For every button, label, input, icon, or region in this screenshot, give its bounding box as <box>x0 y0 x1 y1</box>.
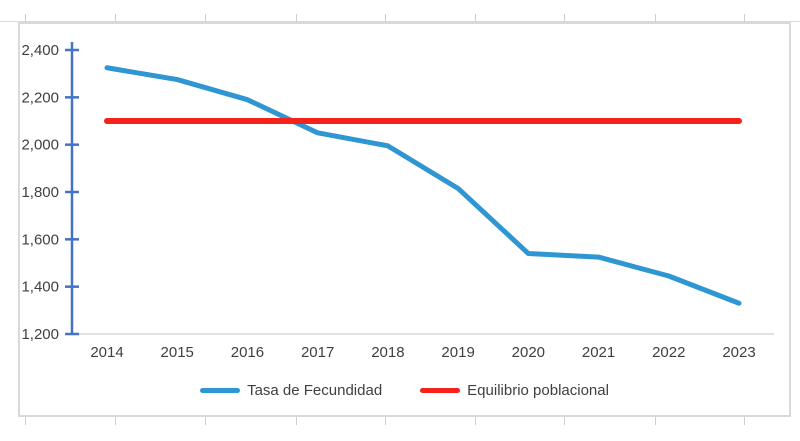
x-axis-label: 2019 <box>441 344 474 361</box>
spreadsheet-column-gridline <box>205 417 206 425</box>
spreadsheet-column-gridline <box>475 14 476 22</box>
x-axis-label: 2020 <box>512 344 545 361</box>
chart-frame[interactable]: 2,400 2,200 2,000 1,800 1,600 1,400 1,200 2014 2… <box>18 22 791 417</box>
spreadsheet-column-gridline <box>115 417 116 425</box>
spreadsheet-column-gridline <box>564 14 565 22</box>
y-axis-label: 1,800 <box>21 184 59 201</box>
spreadsheet-column-gridline <box>744 14 745 22</box>
spreadsheet-column-gridline <box>564 417 565 425</box>
x-axis-label: 2017 <box>301 344 334 361</box>
spreadsheet-column-gridline <box>744 417 745 425</box>
equilibrium-line-swatch-icon <box>420 388 461 393</box>
spreadsheet-column-gridline <box>655 14 656 22</box>
spreadsheet-column-gridline <box>385 14 386 22</box>
y-axis-label: 1,400 <box>21 279 59 296</box>
spreadsheet-column-gridline <box>296 417 297 425</box>
y-axis-label: 1,600 <box>21 231 59 248</box>
x-axis-label: 2021 <box>582 344 615 361</box>
chart-legend: Tasa de Fecundidad Equilibrio poblaciona… <box>20 382 789 399</box>
spreadsheet-column-gridline <box>115 14 116 22</box>
spreadsheet-column-gridline <box>25 14 26 22</box>
fertility-line-swatch-icon <box>200 388 241 393</box>
x-axis-label: 2018 <box>371 344 404 361</box>
legend-item-fecundidad[interactable]: Tasa de Fecundidad <box>200 382 382 399</box>
x-axis-label: 2015 <box>161 344 194 361</box>
y-axis-label: 2,200 <box>21 89 59 106</box>
spreadsheet-column-gridline <box>25 417 26 425</box>
spreadsheet-column-gridline <box>475 417 476 425</box>
spreadsheet-column-gridline <box>385 417 386 425</box>
line-chart-plot: 2,400 2,200 2,000 1,800 1,600 1,400 1,200 2014 2… <box>21 42 774 361</box>
x-axis-label: 2016 <box>231 344 264 361</box>
spreadsheet-column-gridline <box>296 14 297 22</box>
x-axis-label: 2023 <box>722 344 755 361</box>
spreadsheet-column-gridline <box>655 417 656 425</box>
x-axis-label: 2014 <box>90 344 123 361</box>
legend-label-equilibrio: Equilibrio poblacional <box>467 382 609 399</box>
legend-item-equilibrio[interactable]: Equilibrio poblacional <box>420 382 609 399</box>
x-axis-label: 2022 <box>652 344 685 361</box>
legend-label-fecundidad: Tasa de Fecundidad <box>247 382 383 399</box>
y-axis-label: 2,000 <box>21 137 59 154</box>
fertility-rate-series-line[interactable] <box>104 65 742 306</box>
spreadsheet-column-gridline <box>205 14 206 22</box>
y-axis-label: 2,400 <box>21 42 59 59</box>
y-axis-label: 1,200 <box>21 326 59 343</box>
spreadsheet-row-gridline <box>0 21 800 22</box>
